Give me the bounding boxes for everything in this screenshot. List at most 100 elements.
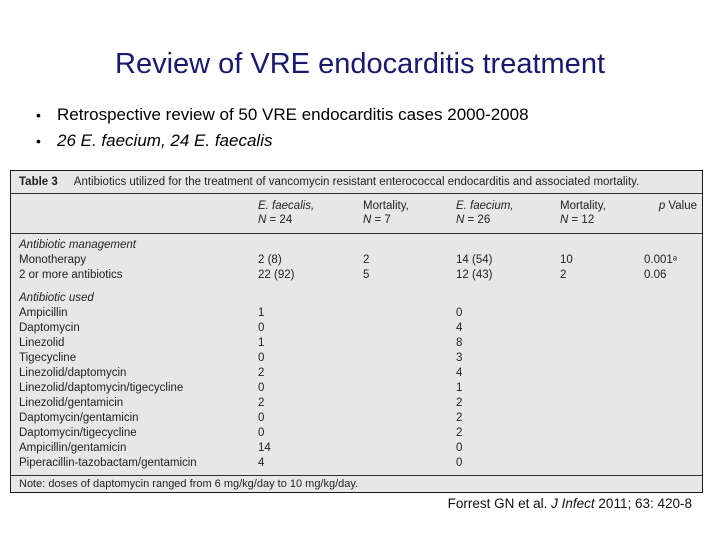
row-label: 2 or more antibiotics	[19, 269, 123, 281]
bullet-marker: •	[36, 107, 41, 123]
text-segment: 2011; 63: 420-8	[594, 496, 692, 511]
table-cell	[363, 321, 456, 336]
table-cell: 10	[560, 254, 573, 266]
text-segment: N	[363, 214, 372, 226]
text-segment: Mortality,	[363, 200, 409, 212]
row-label: Daptomycin/tigecycline	[19, 427, 137, 439]
table-body: Antibiotic management Monotherapy 2 (8) 2 14…	[11, 234, 702, 475]
table-cell	[363, 441, 456, 456]
table-cell: 0	[456, 442, 463, 454]
table-row: Daptomycin 0 4	[11, 321, 702, 336]
table-cell: 3	[456, 352, 463, 364]
table-cell	[644, 351, 702, 366]
table-cell	[560, 366, 644, 381]
text-segment: 26	[57, 131, 81, 150]
journal-table: Table 3 Antibiotics utilized for the trea…	[10, 170, 703, 493]
column-header-line1: Mortality,	[560, 199, 644, 213]
text-segment: Value	[665, 200, 697, 212]
table-cell	[560, 336, 644, 351]
table-cell: 14 (54)	[456, 254, 493, 266]
text-segment: = 24	[266, 214, 293, 226]
table-cell	[363, 426, 456, 441]
table-column-header: Mortality, N = 12	[560, 199, 644, 233]
table-cell	[644, 336, 702, 351]
table-cell: 0	[456, 457, 463, 469]
table-cell	[644, 366, 702, 381]
table-cell	[644, 441, 702, 456]
table-cell: 0	[258, 322, 265, 334]
table-row: Linezolid/daptomycin/tigecycline 0 1	[11, 381, 702, 396]
table-cell: 2	[258, 397, 265, 409]
column-header-line1: p Value	[644, 199, 697, 213]
bullet-text: Retrospective review of 50 VRE endocardi…	[57, 102, 529, 128]
table-cell: 0	[258, 412, 265, 424]
row-label: Daptomycin/gentamicin	[19, 412, 139, 424]
table-header-empty-cell	[11, 199, 258, 233]
table-cell	[560, 441, 644, 456]
table-cell: 2	[363, 254, 370, 266]
table-cell	[560, 456, 644, 471]
text-segment: E. faecium	[80, 131, 161, 150]
table-row: 2 or more antibiotics 22 (92) 5 12 (43) 2 0.0…	[11, 268, 702, 283]
table-cell	[560, 321, 644, 336]
row-label: Piperacillin-tazobactam/gentamicin	[19, 457, 197, 469]
row-label: Monotherapy	[19, 254, 87, 266]
table-cell: 2	[258, 367, 265, 379]
table-cell	[644, 321, 702, 336]
bullet-item-2: • 26 E. faecium, 24 E. faecalis	[36, 128, 696, 154]
table-section-row: Antibiotic management	[11, 238, 702, 253]
text-segment: Retrospective review of 50 VRE endocardi…	[57, 105, 529, 124]
table-cell: 0.001ᵃ	[644, 254, 678, 266]
table-row: Daptomycin/gentamicin 0 2	[11, 411, 702, 426]
table-cell	[363, 396, 456, 411]
bullet-list: • Retrospective review of 50 VRE endocard…	[36, 102, 696, 154]
bullet-text: 26 E. faecium, 24 E. faecalis	[57, 128, 272, 154]
table-cell: 4	[258, 457, 265, 469]
table-row: Ampicillin 1 0	[11, 306, 702, 321]
table-cell: 1	[258, 307, 265, 319]
table-cell	[644, 381, 702, 396]
table-row: Ampicillin/gentamicin 14 0	[11, 441, 702, 456]
table-cell: 0.06	[644, 269, 667, 281]
table-row: Monotherapy 2 (8) 2 14 (54) 10 0.001ᵃ	[11, 253, 702, 268]
table-cell: 2	[456, 427, 463, 439]
table-cell	[560, 306, 644, 321]
column-header-line2: N = 26	[456, 213, 560, 227]
table-cell	[363, 381, 456, 396]
table-cell	[560, 381, 644, 396]
column-header-line2: N = 12	[560, 213, 644, 227]
column-header-line1: E. faecium,	[456, 199, 560, 213]
table-spacer-row	[11, 283, 702, 291]
table-row: Piperacillin-tazobactam/gentamicin 4 0	[11, 456, 702, 471]
table-cell	[363, 411, 456, 426]
table-row: Daptomycin/tigecycline 0 2	[11, 426, 702, 441]
row-label: Linezolid/daptomycin/tigecycline	[19, 382, 184, 394]
column-header-line2: N = 7	[363, 213, 456, 227]
table-cell: 1	[258, 337, 265, 349]
row-label: Ampicillin/gentamicin	[19, 442, 127, 454]
table-column-header: Mortality, N = 7	[363, 199, 456, 233]
table-cell: 0	[258, 382, 265, 394]
table-cell	[363, 456, 456, 471]
table-cell	[560, 411, 644, 426]
table-cell: 0	[258, 427, 265, 439]
table-cell	[560, 426, 644, 441]
table-row: Linezolid/daptomycin 2 4	[11, 366, 702, 381]
text-segment: E. faecium,	[456, 200, 514, 212]
table-header-row: E. faecalis, N = 24 Mortality, N = 7 E. faec…	[11, 194, 702, 234]
table-cell: 14	[258, 442, 271, 454]
text-segment: N	[456, 214, 465, 226]
table-cell	[644, 306, 702, 321]
table-cell: 5	[363, 269, 370, 281]
text-segment: J Infect	[551, 496, 595, 511]
table-cell: 4	[456, 322, 463, 334]
table-cell	[644, 411, 702, 426]
table-column-header: E. faecium, N = 26	[456, 199, 560, 233]
table-note: Note: doses of daptomycin ranged from 6 …	[11, 475, 702, 492]
slide-title: Review of VRE endocarditis treatment	[115, 48, 605, 80]
citation: Forrest GN et al. J Infect 2011; 63: 420…	[448, 496, 692, 511]
table-cell	[644, 396, 702, 411]
table-cell	[560, 396, 644, 411]
row-label: Daptomycin	[19, 322, 80, 334]
text-segment: N	[560, 214, 569, 226]
